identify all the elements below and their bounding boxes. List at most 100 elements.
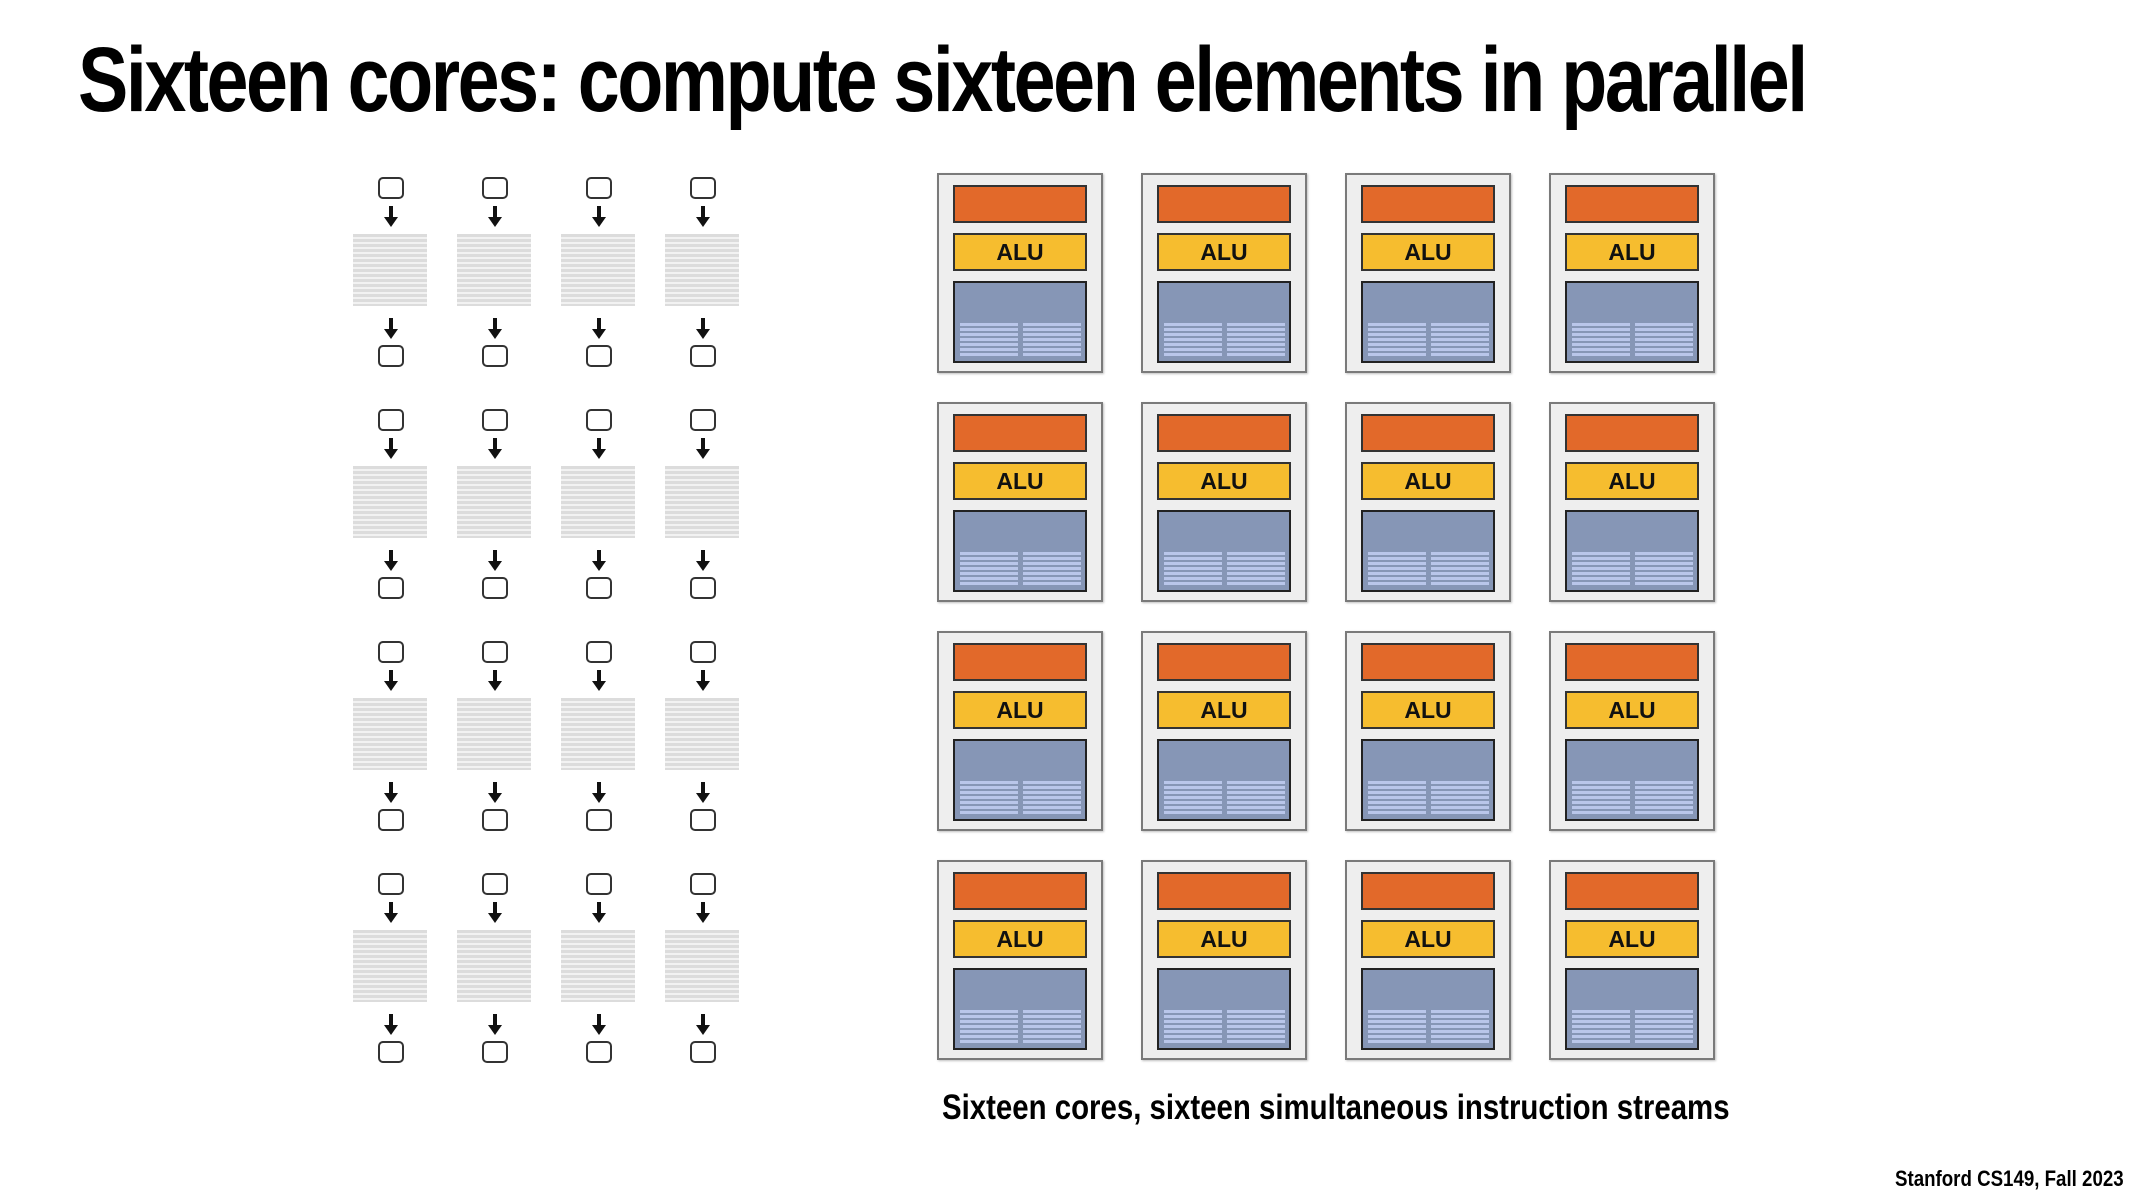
instruction-stream bbox=[353, 409, 433, 609]
core: ALU bbox=[1549, 173, 1715, 373]
instruction-stream bbox=[457, 409, 537, 609]
input-element bbox=[586, 641, 612, 663]
down-arrow-icon bbox=[384, 670, 398, 692]
down-arrow-icon bbox=[696, 318, 710, 340]
execution-context bbox=[1361, 968, 1495, 1050]
core: ALU bbox=[1141, 631, 1307, 831]
execution-context bbox=[1157, 739, 1291, 821]
fetch-decode-unit bbox=[953, 414, 1087, 452]
fetch-decode-unit bbox=[953, 872, 1087, 910]
context-registers bbox=[1635, 552, 1693, 586]
alu-unit: ALU bbox=[1565, 920, 1699, 958]
instruction-block bbox=[353, 466, 427, 538]
instruction-stream bbox=[353, 177, 433, 377]
down-arrow-icon bbox=[696, 438, 710, 460]
execution-context bbox=[1157, 968, 1291, 1050]
instruction-block bbox=[457, 466, 531, 538]
output-element bbox=[586, 809, 612, 831]
context-registers bbox=[1164, 1010, 1222, 1044]
alu-unit: ALU bbox=[1157, 920, 1291, 958]
down-arrow-icon bbox=[696, 1014, 710, 1036]
output-element bbox=[586, 1041, 612, 1063]
execution-context bbox=[1157, 510, 1291, 592]
context-registers bbox=[1572, 552, 1630, 586]
fetch-decode-unit bbox=[1361, 643, 1495, 681]
core: ALU bbox=[937, 173, 1103, 373]
input-element bbox=[482, 641, 508, 663]
core: ALU bbox=[937, 860, 1103, 1060]
fetch-decode-unit bbox=[1157, 185, 1291, 223]
core: ALU bbox=[1141, 860, 1307, 1060]
output-element bbox=[690, 345, 716, 367]
alu-unit: ALU bbox=[953, 920, 1087, 958]
instruction-block bbox=[561, 466, 635, 538]
down-arrow-icon bbox=[592, 782, 606, 804]
core: ALU bbox=[1141, 173, 1307, 373]
execution-context bbox=[953, 968, 1087, 1050]
context-registers bbox=[960, 323, 1018, 357]
input-element bbox=[690, 409, 716, 431]
core: ALU bbox=[1549, 402, 1715, 602]
execution-context bbox=[953, 739, 1087, 821]
down-arrow-icon bbox=[696, 782, 710, 804]
fetch-decode-unit bbox=[1361, 414, 1495, 452]
instruction-stream bbox=[561, 641, 641, 841]
instruction-stream bbox=[665, 641, 745, 841]
down-arrow-icon bbox=[592, 206, 606, 228]
core: ALU bbox=[937, 631, 1103, 831]
instruction-stream bbox=[665, 409, 745, 609]
context-registers bbox=[1023, 1010, 1081, 1044]
execution-context bbox=[1157, 281, 1291, 363]
fetch-decode-unit bbox=[1565, 185, 1699, 223]
context-registers bbox=[1227, 1010, 1285, 1044]
alu-unit: ALU bbox=[1565, 233, 1699, 271]
execution-context bbox=[1565, 968, 1699, 1050]
execution-context bbox=[1565, 510, 1699, 592]
execution-context bbox=[1565, 739, 1699, 821]
context-registers bbox=[960, 552, 1018, 586]
core: ALU bbox=[1345, 860, 1511, 1060]
input-element bbox=[690, 177, 716, 199]
instruction-stream bbox=[665, 873, 745, 1073]
alu-unit: ALU bbox=[1565, 462, 1699, 500]
instruction-stream bbox=[561, 873, 641, 1073]
down-arrow-icon bbox=[592, 1014, 606, 1036]
alu-unit: ALU bbox=[953, 233, 1087, 271]
alu-unit: ALU bbox=[1157, 691, 1291, 729]
context-registers bbox=[1368, 552, 1426, 586]
fetch-decode-unit bbox=[1565, 643, 1699, 681]
instruction-block bbox=[457, 234, 531, 306]
fetch-decode-unit bbox=[1361, 872, 1495, 910]
down-arrow-icon bbox=[488, 318, 502, 340]
context-registers bbox=[1023, 552, 1081, 586]
down-arrow-icon bbox=[384, 206, 398, 228]
context-registers bbox=[1164, 781, 1222, 815]
input-element bbox=[378, 177, 404, 199]
down-arrow-icon bbox=[384, 550, 398, 572]
alu-unit: ALU bbox=[1361, 691, 1495, 729]
instruction-block bbox=[457, 930, 531, 1002]
context-registers bbox=[1635, 323, 1693, 357]
input-element bbox=[482, 873, 508, 895]
input-element bbox=[378, 409, 404, 431]
instruction-block bbox=[457, 698, 531, 770]
diagram-caption: Sixteen cores, sixteen simultaneous inst… bbox=[942, 1088, 1730, 1127]
instruction-block bbox=[561, 930, 635, 1002]
down-arrow-icon bbox=[488, 206, 502, 228]
instruction-stream bbox=[561, 177, 641, 377]
down-arrow-icon bbox=[488, 670, 502, 692]
alu-unit: ALU bbox=[1157, 462, 1291, 500]
instruction-stream bbox=[457, 873, 537, 1073]
alu-unit: ALU bbox=[953, 462, 1087, 500]
down-arrow-icon bbox=[696, 206, 710, 228]
alu-unit: ALU bbox=[1361, 233, 1495, 271]
alu-unit: ALU bbox=[953, 691, 1087, 729]
down-arrow-icon bbox=[696, 902, 710, 924]
context-registers bbox=[1023, 781, 1081, 815]
instruction-block bbox=[561, 234, 635, 306]
execution-context bbox=[1361, 281, 1495, 363]
fetch-decode-unit bbox=[1361, 185, 1495, 223]
down-arrow-icon bbox=[488, 1014, 502, 1036]
fetch-decode-unit bbox=[1565, 872, 1699, 910]
context-registers bbox=[1572, 1010, 1630, 1044]
